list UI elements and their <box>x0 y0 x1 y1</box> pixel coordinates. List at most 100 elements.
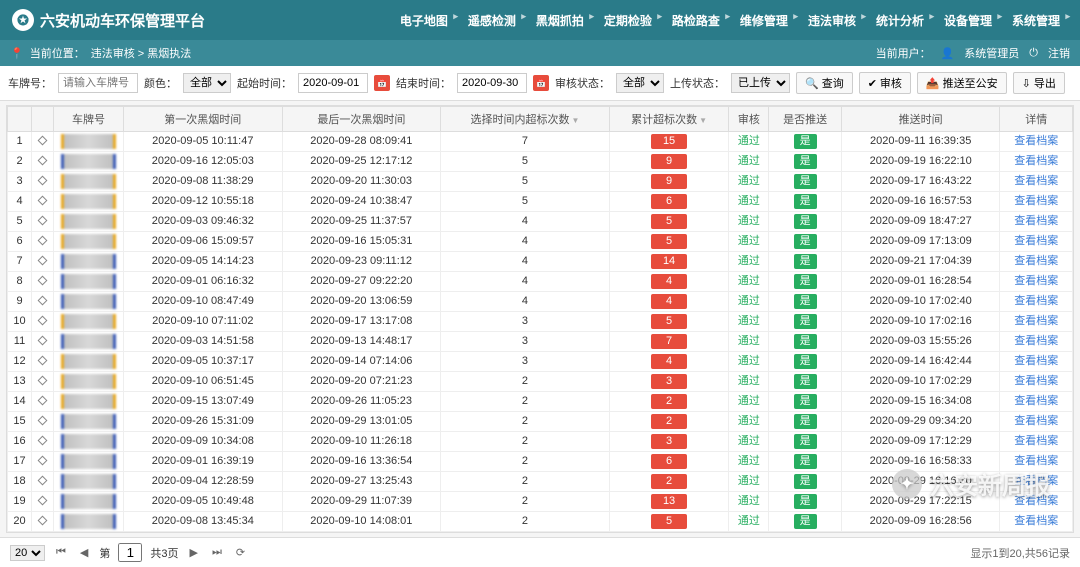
detail-link[interactable]: 查看档案 <box>1014 295 1058 307</box>
total-count: 3 <box>609 432 729 452</box>
main-nav: 电子地图遥感检测黑烟抓拍定期检验路检路查维修管理违法审核统计分析设备管理系统管理 <box>392 8 1068 33</box>
plate-blurred <box>61 214 116 229</box>
current-user[interactable]: 系统管理员 <box>964 45 1019 61</box>
first-page-button[interactable]: ⏮ <box>53 546 69 559</box>
detail-link[interactable]: 查看档案 <box>1014 175 1058 187</box>
column-header[interactable]: 选择时间内超标次数▼ <box>441 107 610 132</box>
detail-link[interactable]: 查看档案 <box>1014 435 1058 447</box>
end-date-input[interactable] <box>457 73 527 93</box>
expand-cell[interactable] <box>32 492 54 512</box>
column-header[interactable]: 累计超标次数▼ <box>609 107 729 132</box>
expand-cell[interactable] <box>32 312 54 332</box>
push-time: 2020-09-29 09:34:20 <box>841 412 1000 432</box>
expand-cell[interactable] <box>32 332 54 352</box>
expand-cell[interactable] <box>32 172 54 192</box>
expand-cell[interactable] <box>32 272 54 292</box>
detail-link[interactable]: 查看档案 <box>1014 215 1058 227</box>
push-time: 2020-09-10 17:02:40 <box>841 292 1000 312</box>
total-count: 4 <box>609 292 729 312</box>
expand-cell[interactable] <box>32 452 54 472</box>
nav-item[interactable]: 遥感检测 <box>460 8 524 33</box>
nav-item[interactable]: 电子地图 <box>392 8 456 33</box>
expand-cell[interactable] <box>32 472 54 492</box>
expand-cell[interactable] <box>32 392 54 412</box>
plate-cell <box>54 192 124 212</box>
expand-cell[interactable] <box>32 412 54 432</box>
color-label: 颜色： <box>144 75 177 91</box>
expand-cell[interactable] <box>32 252 54 272</box>
expand-cell[interactable] <box>32 292 54 312</box>
diamond-icon <box>38 236 48 246</box>
detail-link[interactable]: 查看档案 <box>1014 515 1058 527</box>
detail-link[interactable]: 查看档案 <box>1014 255 1058 267</box>
expand-cell[interactable] <box>32 512 54 532</box>
detail-link[interactable]: 查看档案 <box>1014 235 1058 247</box>
expand-cell[interactable] <box>32 152 54 172</box>
column-header[interactable]: 第一次黑烟时间 <box>124 107 283 132</box>
detail-link[interactable]: 查看档案 <box>1014 135 1058 147</box>
refresh-button[interactable]: ⟳ <box>233 546 248 559</box>
audit-button[interactable]: ✔审核 <box>859 72 911 94</box>
first-time: 2020-09-08 13:45:34 <box>124 512 283 532</box>
column-header[interactable]: 详情 <box>1000 107 1073 132</box>
nav-item[interactable]: 设备管理 <box>936 8 1000 33</box>
nav-item[interactable]: 路检路查 <box>664 8 728 33</box>
calendar-icon[interactable]: 📅 <box>374 75 390 91</box>
row-index: 4 <box>8 192 32 212</box>
nav-item[interactable]: 统计分析 <box>868 8 932 33</box>
breadcrumb-bar: 📍 当前位置： 违法审核 > 黑烟执法 当前用户： 👤 系统管理员 ⏻ 注销 <box>0 40 1080 66</box>
column-header[interactable] <box>32 107 54 132</box>
push-button[interactable]: 📤推送至公安 <box>917 72 1007 94</box>
expand-cell[interactable] <box>32 372 54 392</box>
page-input[interactable] <box>118 543 142 562</box>
nav-item[interactable]: 定期检验 <box>596 8 660 33</box>
detail-link[interactable]: 查看档案 <box>1014 275 1058 287</box>
user-icon: 👤 <box>941 47 955 60</box>
detail-link[interactable]: 查看档案 <box>1014 495 1058 507</box>
column-header[interactable]: 最后一次黑烟时间 <box>282 107 441 132</box>
export-button[interactable]: ⇩导出 <box>1013 72 1065 94</box>
calendar-icon[interactable]: 📅 <box>533 75 549 91</box>
expand-cell[interactable] <box>32 232 54 252</box>
page-size-select[interactable]: 20 <box>10 545 45 561</box>
detail-link[interactable]: 查看档案 <box>1014 195 1058 207</box>
detail-link[interactable]: 查看档案 <box>1014 375 1058 387</box>
detail-link[interactable]: 查看档案 <box>1014 335 1058 347</box>
expand-cell[interactable] <box>32 192 54 212</box>
search-button[interactable]: 🔍查询 <box>796 72 853 94</box>
nav-item[interactable]: 违法审核 <box>800 8 864 33</box>
first-time: 2020-09-26 15:31:09 <box>124 412 283 432</box>
column-header[interactable]: 审核 <box>729 107 769 132</box>
expand-cell[interactable] <box>32 352 54 372</box>
color-select[interactable]: 全部 <box>183 73 231 93</box>
expand-cell[interactable] <box>32 212 54 232</box>
expand-cell[interactable] <box>32 432 54 452</box>
nav-item[interactable]: 黑烟抓拍 <box>528 8 592 33</box>
column-header[interactable]: 车牌号 <box>54 107 124 132</box>
plate-cell <box>54 132 124 152</box>
upload-status-select[interactable]: 已上传 <box>731 73 790 93</box>
prev-page-button[interactable]: ◀ <box>77 546 91 559</box>
plate-cell <box>54 512 124 532</box>
detail-link[interactable]: 查看档案 <box>1014 395 1058 407</box>
diamond-icon <box>38 216 48 226</box>
push-time: 2020-09-21 17:04:39 <box>841 252 1000 272</box>
column-header[interactable] <box>8 107 32 132</box>
nav-item[interactable]: 系统管理 <box>1004 8 1068 33</box>
detail-link[interactable]: 查看档案 <box>1014 315 1058 327</box>
detail-link[interactable]: 查看档案 <box>1014 455 1058 467</box>
nav-item[interactable]: 维修管理 <box>732 8 796 33</box>
detail-link[interactable]: 查看档案 <box>1014 355 1058 367</box>
next-page-button[interactable]: ▶ <box>187 546 201 559</box>
column-header[interactable]: 是否推送 <box>769 107 842 132</box>
detail-link[interactable]: 查看档案 <box>1014 155 1058 167</box>
last-page-button[interactable]: ⏭ <box>209 546 225 559</box>
expand-cell[interactable] <box>32 132 54 152</box>
plate-input[interactable] <box>58 73 138 93</box>
start-date-input[interactable] <box>298 73 368 93</box>
logout-link[interactable]: 注销 <box>1048 45 1070 61</box>
column-header[interactable]: 推送时间 <box>841 107 1000 132</box>
detail-link[interactable]: 查看档案 <box>1014 475 1058 487</box>
audit-status-select[interactable]: 全部 <box>616 73 664 93</box>
detail-link[interactable]: 查看档案 <box>1014 415 1058 427</box>
